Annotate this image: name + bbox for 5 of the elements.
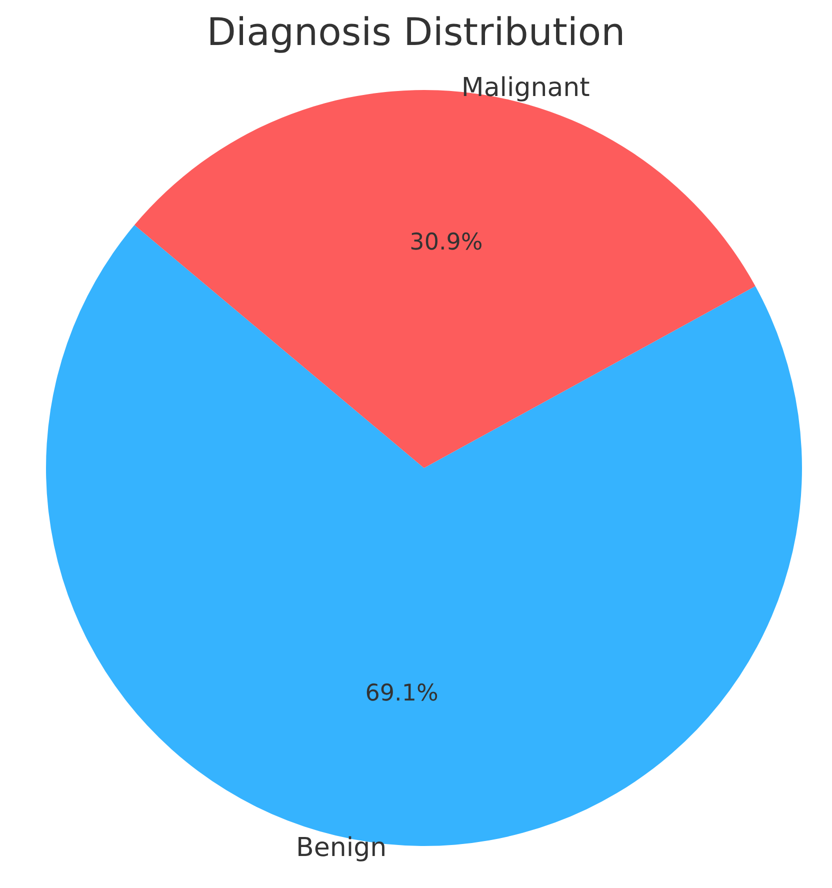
data-label: 30.9% bbox=[410, 229, 483, 256]
slice-label: Malignant bbox=[461, 72, 590, 103]
data-label: 69.1% bbox=[365, 680, 438, 707]
chart-title: Diagnosis Distribution bbox=[206, 10, 626, 54]
slice-label: Benign bbox=[296, 833, 387, 864]
